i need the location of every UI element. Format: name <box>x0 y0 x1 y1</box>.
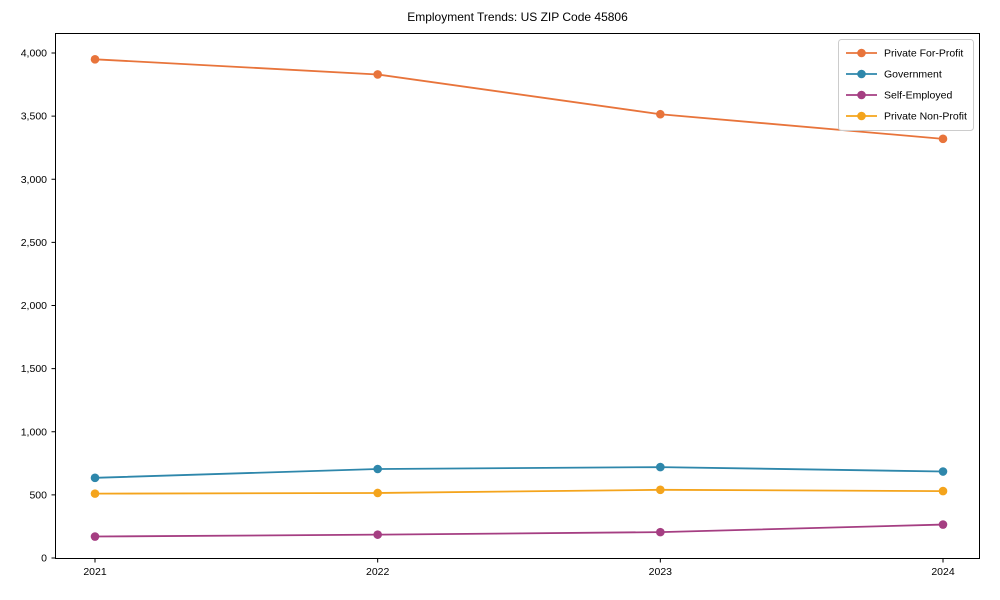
legend-swatch-marker-self-employed <box>857 90 866 100</box>
series-marker-government <box>90 473 100 483</box>
y-axis-tick-label: 2,000 <box>21 300 47 312</box>
legend-swatch-marker-government <box>857 69 866 79</box>
series-marker-private-for-profit <box>90 55 100 64</box>
y-axis-tick-label: 4,000 <box>21 48 47 60</box>
y-axis-tick-label: 2,500 <box>21 237 47 249</box>
legend-swatch-marker-private-non-profit <box>857 111 866 121</box>
series-marker-self-employed <box>90 532 100 541</box>
x-axis-tick-label: 2024 <box>931 566 955 578</box>
series-line-self-employed <box>94 523 944 538</box>
series-marker-private-for-profit <box>656 109 665 119</box>
series-marker-government <box>656 462 665 472</box>
legend-label-private-non-profit: Private Non-Profit <box>884 111 967 123</box>
x-axis-tick-label: 2022 <box>366 566 390 578</box>
chart-title: Employment Trends: US ZIP Code 45806 <box>407 10 628 24</box>
legend-label-government: Government <box>884 69 942 81</box>
series-marker-self-employed <box>938 520 948 529</box>
plot-border <box>55 33 980 559</box>
x-axis-tick-label: 2021 <box>83 566 107 578</box>
y-axis-tick-label: 3,000 <box>21 174 47 186</box>
y-axis-tick-label: 1,500 <box>21 363 47 375</box>
y-axis-tick-label: 0 <box>41 553 47 565</box>
series-marker-government <box>938 467 948 476</box>
series-marker-self-employed <box>373 530 382 539</box>
y-axis-tick-label: 3,500 <box>21 111 47 123</box>
series-line-government <box>94 466 944 479</box>
series-marker-private-non-profit <box>938 486 948 496</box>
series-marker-private-non-profit <box>656 485 665 495</box>
y-axis-tick-label: 1,000 <box>21 426 47 438</box>
legend-swatch-marker-private-for-profit <box>857 48 866 58</box>
series-line-private-non-profit <box>94 488 944 495</box>
x-axis-tick-label: 2023 <box>649 566 673 578</box>
legend-box <box>838 39 974 131</box>
series-line-private-for-profit <box>94 58 944 140</box>
series-marker-private-non-profit <box>90 489 100 498</box>
series-marker-self-employed <box>656 527 665 537</box>
series-marker-private-for-profit <box>373 70 382 79</box>
legend-label-private-for-profit: Private For-Profit <box>884 48 963 60</box>
series-marker-government <box>373 464 382 474</box>
legend-label-self-employed: Self-Employed <box>884 90 952 102</box>
series-marker-private-for-profit <box>938 134 948 144</box>
series-marker-private-non-profit <box>373 488 382 498</box>
y-axis-tick-label: 500 <box>29 489 47 501</box>
